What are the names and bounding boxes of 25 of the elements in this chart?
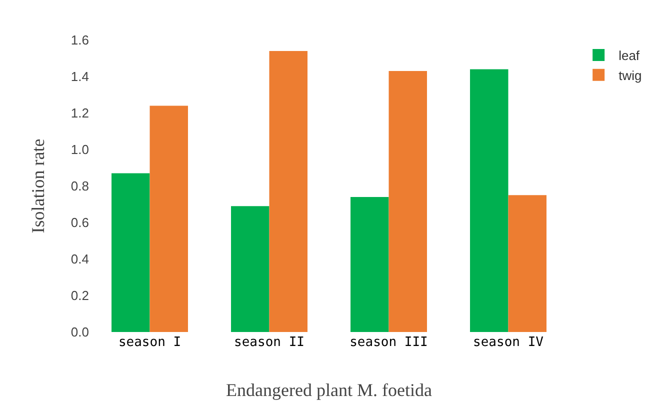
y-tick-label: 0.8 — [70, 178, 89, 194]
y-tick-label: 0.6 — [70, 215, 89, 230]
bar — [350, 196, 389, 332]
x-tick-label: season IV — [473, 335, 544, 350]
y-tick-label: 0.4 — [70, 252, 89, 267]
legend-label: leaf — [618, 48, 640, 64]
x-tick-label: season II — [234, 335, 304, 350]
bar — [231, 206, 270, 332]
x-axis-title: Endangered plant M. foetida — [226, 380, 432, 400]
y-axis-title: Isolation rate — [28, 138, 48, 234]
legend-label: twig — [618, 68, 642, 83]
y-tick-label: 1.2 — [70, 106, 89, 121]
x-tick-label: season I — [118, 335, 182, 350]
bar — [508, 195, 546, 332]
y-tick-label: 1.6 — [70, 32, 89, 48]
y-tick-label: 1.0 — [70, 142, 89, 158]
y-tick-label: 0.0 — [70, 324, 89, 340]
y-tick-label: 0.2 — [70, 288, 89, 304]
bar — [470, 69, 508, 332]
bar — [112, 173, 150, 332]
y-tick-label: 1.4 — [70, 69, 89, 84]
bar — [269, 50, 308, 332]
bar — [388, 71, 427, 332]
x-tick-label: season III — [350, 335, 428, 350]
bar — [150, 106, 188, 332]
